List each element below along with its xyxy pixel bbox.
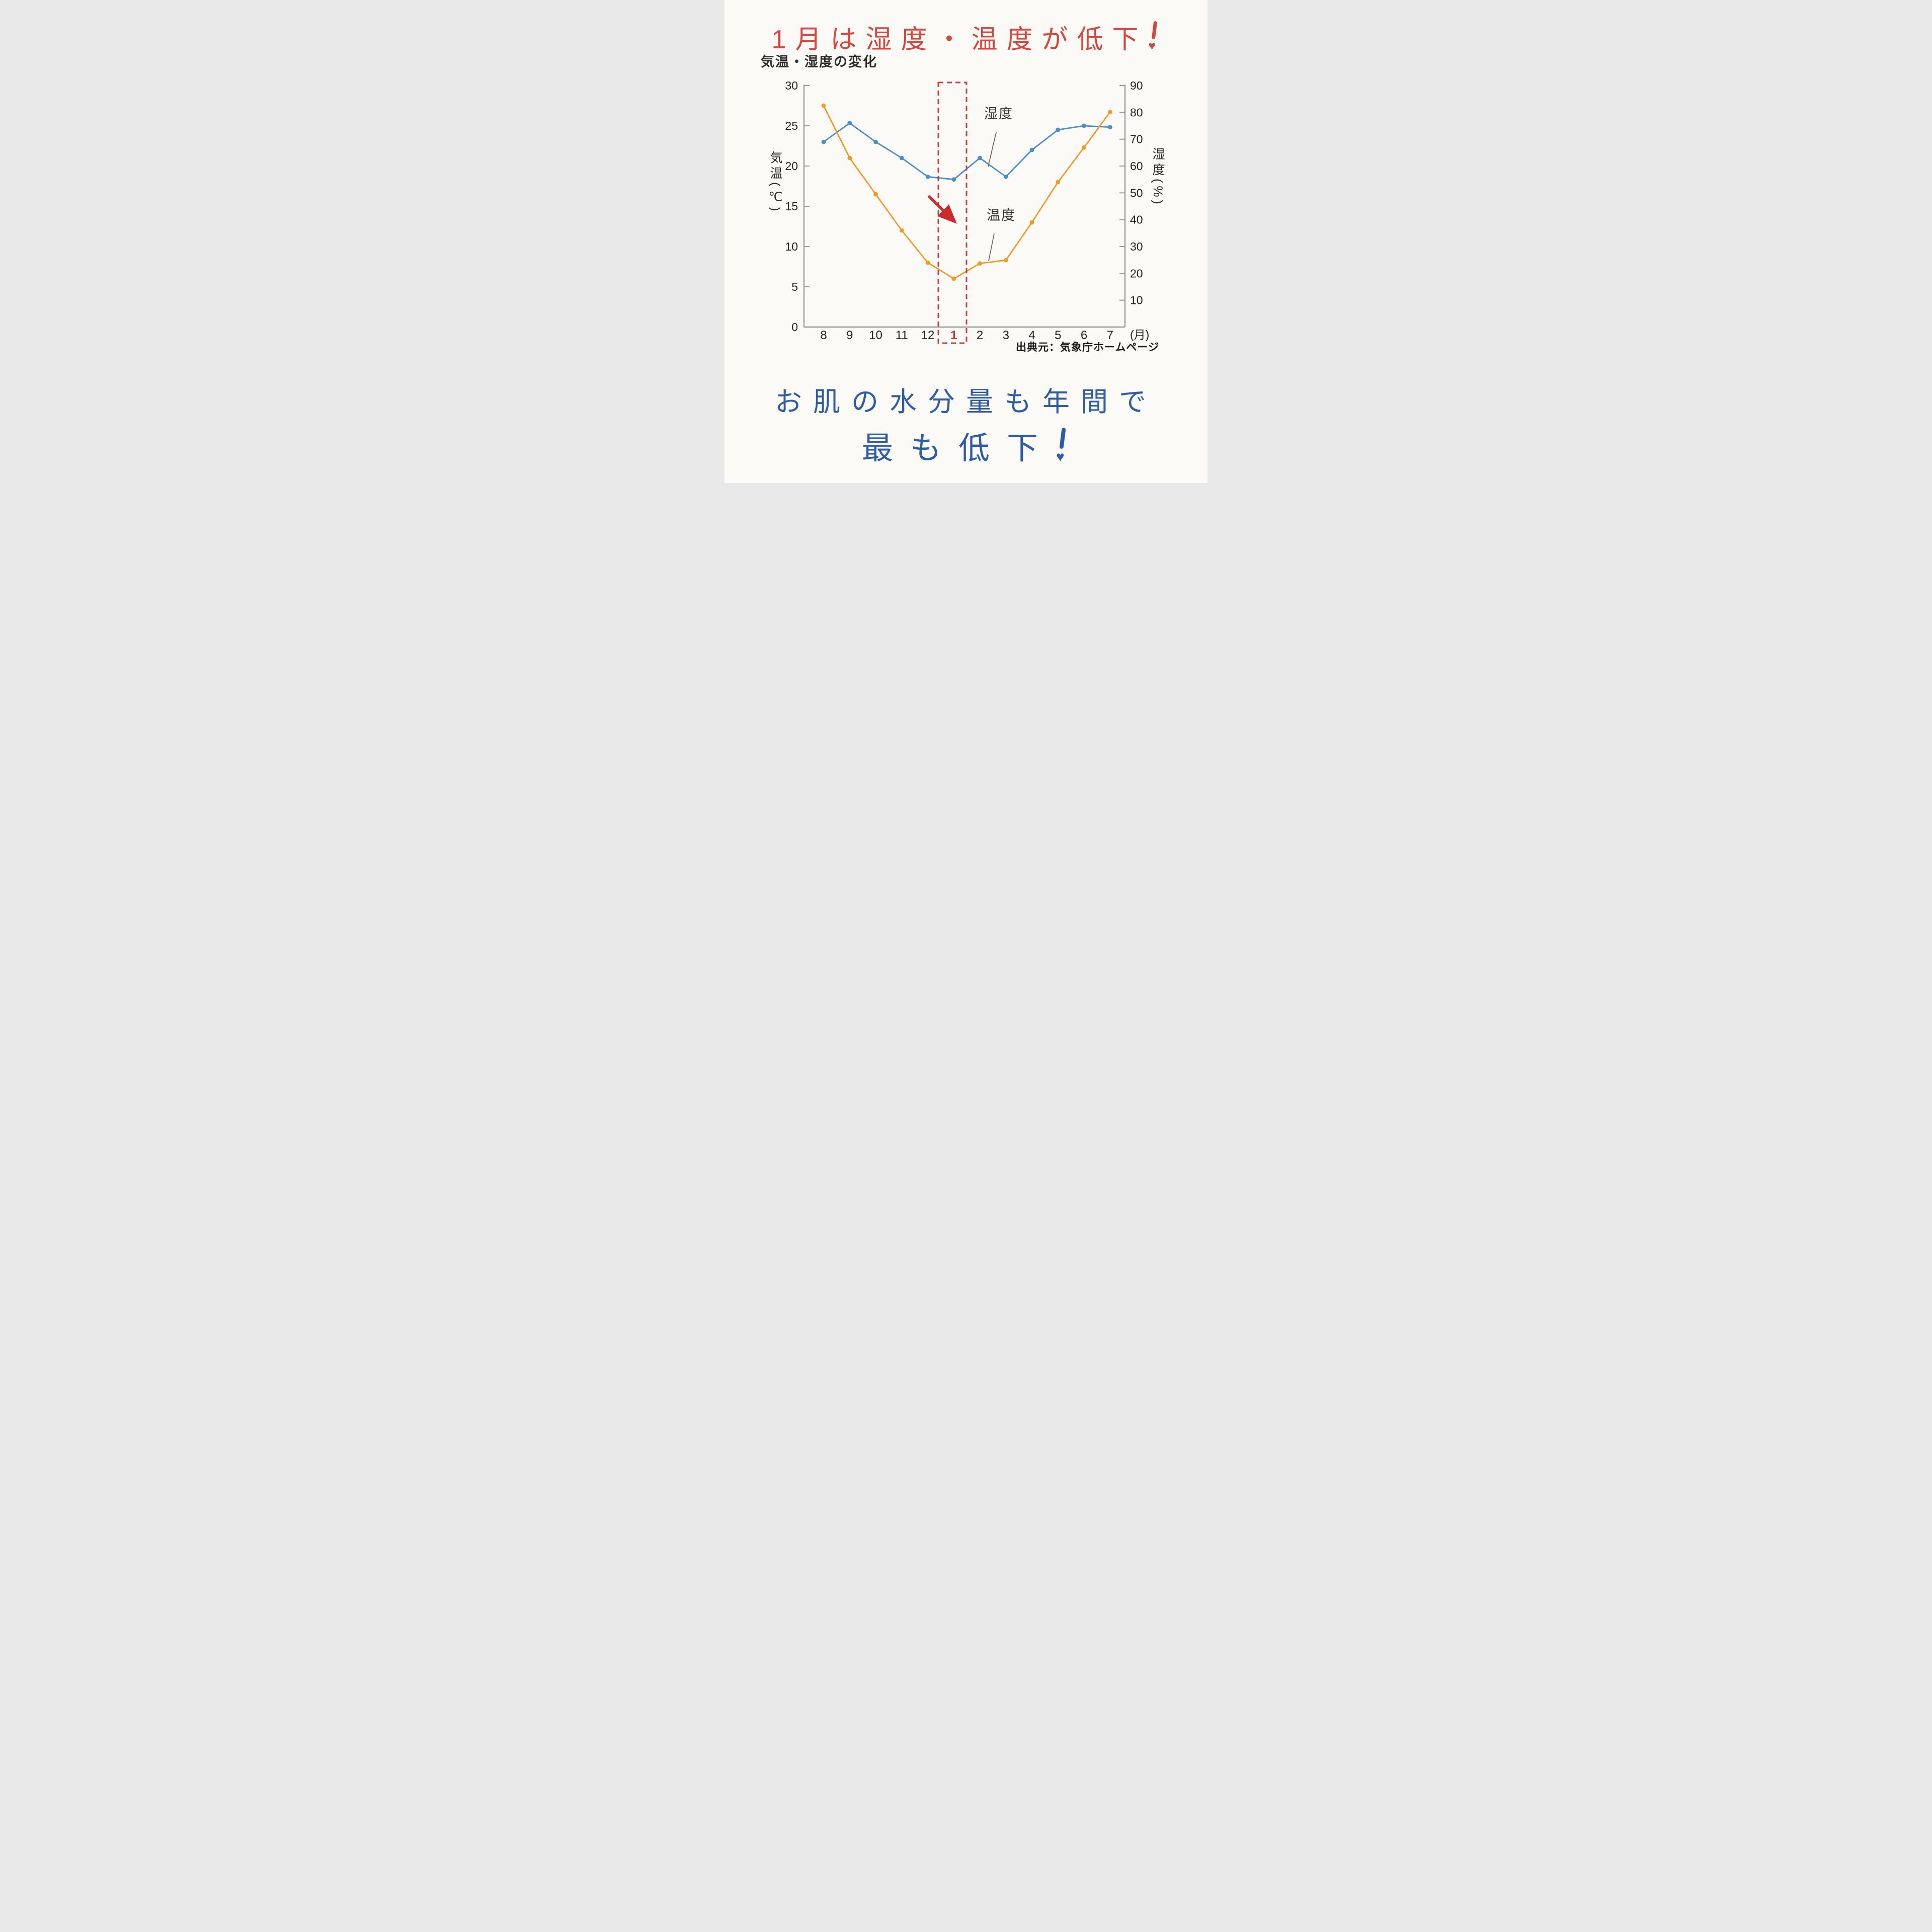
humidity-point-9 xyxy=(847,121,852,126)
left-axis-tick-label: 5 xyxy=(791,280,798,293)
temperature-point-1 xyxy=(951,276,956,281)
temperature-point-8 xyxy=(821,103,826,108)
x-axis-label-2: 2 xyxy=(977,329,983,342)
right-axis-tick-label: 40 xyxy=(1130,213,1143,226)
x-axis-label-6: 6 xyxy=(1081,329,1087,342)
right-axis-tick-label: 60 xyxy=(1130,159,1143,173)
temperature-point-10 xyxy=(873,192,878,197)
temperature-point-6 xyxy=(1082,145,1086,150)
humidity-point-3 xyxy=(1003,174,1008,179)
temperature-point-11 xyxy=(899,228,904,233)
footer-exclamation-heart: ♥ xyxy=(1055,427,1070,464)
humidity-point-4 xyxy=(1029,147,1034,152)
humidity-point-6 xyxy=(1082,123,1086,128)
x-axis-label-11: 11 xyxy=(896,329,908,342)
headline-red: 1月は湿度・温度が低下 ♥ xyxy=(725,18,1208,56)
x-axis-label-3: 3 xyxy=(1003,329,1009,342)
x-axis-labels: 8 9 10 11 12 1 2 3 4 5 6 7 xyxy=(820,329,1113,342)
infographic-canvas: 1月は湿度・温度が低下 ♥ 気温・湿度の変化 0 5 10 15 20 25 30 10 20 30… xyxy=(725,0,1208,483)
left-axis-tick-label: 15 xyxy=(785,200,798,213)
footer-line2-text: 最も低下 xyxy=(861,431,1055,466)
left-axis-tick-label: 30 xyxy=(785,79,798,92)
temperature-callout-pointer xyxy=(988,233,995,262)
humidity-point-8 xyxy=(821,139,826,144)
right-axis-tick-label: 20 xyxy=(1130,267,1143,280)
heart-icon: ♥ xyxy=(1148,39,1156,53)
humidity-point-1 xyxy=(951,177,956,182)
x-axis-label-12: 12 xyxy=(921,329,935,342)
right-axis-tick-label: 80 xyxy=(1130,106,1143,119)
temperature-point-2 xyxy=(978,261,982,266)
humidity-point-10 xyxy=(873,139,878,144)
highlight-box-january xyxy=(937,82,968,344)
left-axis-tick-label: 10 xyxy=(785,240,798,253)
axis-tick-marks xyxy=(804,85,1125,301)
right-axis-tick-label: 10 xyxy=(1130,294,1143,307)
footer-text-line2: 最も低下 ♥ xyxy=(725,423,1208,468)
temperature-point-7 xyxy=(1107,110,1112,115)
right-axis-unit-label: 湿度(%) xyxy=(1151,147,1165,207)
x-axis-label-7: 7 xyxy=(1107,329,1113,342)
temperature-point-12 xyxy=(925,260,930,265)
x-axis-label-9: 9 xyxy=(846,329,853,342)
headline-exclamation-heart: ♥ xyxy=(1147,21,1160,53)
right-axis-tick-label: 90 xyxy=(1130,79,1143,92)
humidity-callout-pointer xyxy=(988,132,997,167)
left-axis-tick-label: 20 xyxy=(785,159,798,173)
exclamation-bar xyxy=(1059,427,1066,449)
headline-text: 1月は湿度・温度が低下 xyxy=(771,25,1148,54)
x-axis-label-8: 8 xyxy=(820,329,827,342)
x-axis-label-4: 4 xyxy=(1028,329,1035,342)
temperature-point-5 xyxy=(1056,180,1061,185)
axis-tick-labels: 0 5 10 15 20 25 30 10 20 30 40 50 60 70 80 90 xyxy=(785,79,1143,334)
humidity-point-5 xyxy=(1056,127,1061,132)
x-axis-unit: (月) xyxy=(1130,328,1149,341)
source-credit: 出典元：気象庁ホームページ xyxy=(1016,342,1159,353)
decrease-arrow-icon xyxy=(928,195,957,224)
temperature-series-label: 温度 xyxy=(987,208,1016,223)
temperature-point-9 xyxy=(847,155,852,160)
x-axis-label-10: 10 xyxy=(869,329,882,342)
x-axis-label-5: 5 xyxy=(1055,329,1061,342)
left-axis-tick-label: 25 xyxy=(785,119,798,132)
temperature-point-4 xyxy=(1029,220,1034,225)
chart-title: 気温・湿度の変化 xyxy=(761,54,877,69)
right-axis-tick-label: 50 xyxy=(1130,186,1143,199)
left-axis-tick-label: 0 xyxy=(791,320,798,334)
humidity-point-12 xyxy=(925,174,930,179)
heart-icon: ♥ xyxy=(1056,449,1065,464)
humidity-series-label: 湿度 xyxy=(984,106,1013,121)
x-axis-label-1: 1 xyxy=(950,329,957,342)
humidity-point-11 xyxy=(899,155,904,160)
humidity-point-2 xyxy=(978,155,982,160)
temperature-point-3 xyxy=(1003,258,1008,263)
right-axis-tick-label: 30 xyxy=(1130,240,1143,253)
footer-text-line1: お肌の水分量も年間で xyxy=(775,387,1157,417)
humidity-point-7 xyxy=(1107,125,1112,130)
left-axis-unit-label: 気温(℃) xyxy=(768,151,782,214)
right-axis-tick-label: 70 xyxy=(1130,133,1143,146)
